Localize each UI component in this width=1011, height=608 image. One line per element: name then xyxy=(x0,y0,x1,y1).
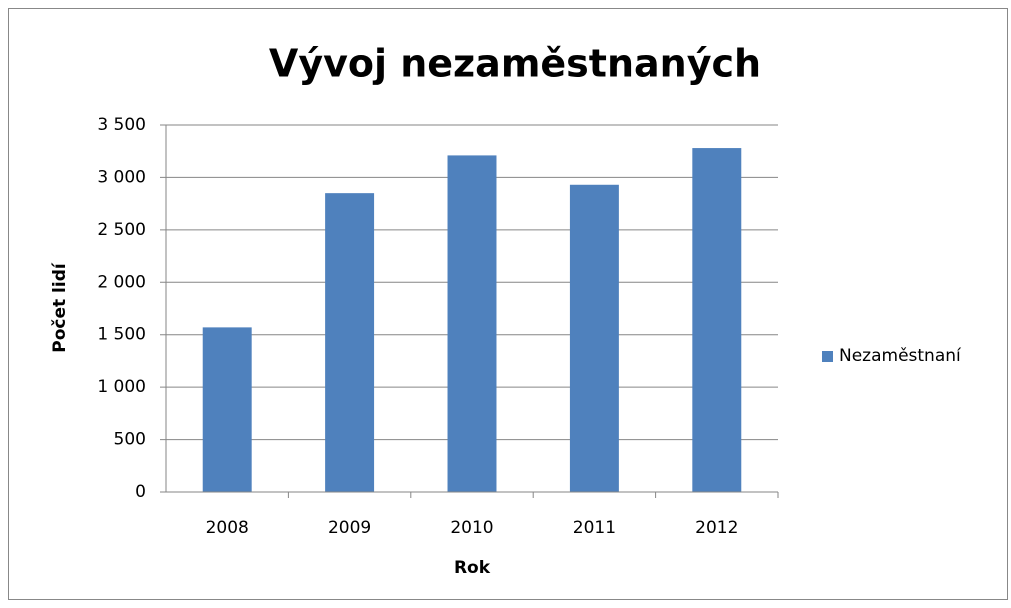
y-axis-title: Počet lidí xyxy=(50,262,70,353)
chart-border xyxy=(8,8,1008,600)
x-tick-label: 2012 xyxy=(695,518,738,538)
bar xyxy=(447,155,497,492)
x-tick-label: 2010 xyxy=(450,518,493,538)
y-tick-label: 1 500 xyxy=(97,325,146,345)
legend-swatch xyxy=(822,351,833,362)
y-tick-label: 1 000 xyxy=(97,377,146,397)
bar xyxy=(325,193,375,492)
x-tick-label: 2009 xyxy=(328,518,371,538)
legend-label: Nezaměstnaní xyxy=(839,346,962,366)
chart-title: Vývoj nezaměstnaných xyxy=(269,42,761,86)
y-tick-label: 3 000 xyxy=(97,167,146,187)
y-tick-label: 500 xyxy=(114,430,146,450)
y-tick-label: 0 xyxy=(135,482,146,502)
x-tick-label: 2011 xyxy=(573,518,616,538)
y-tick-label: 2 000 xyxy=(97,272,146,292)
x-tick-label: 2008 xyxy=(206,518,249,538)
y-tick-label: 3 500 xyxy=(97,115,146,135)
x-axis-title: Rok xyxy=(454,558,491,578)
bar xyxy=(202,327,252,492)
bar xyxy=(692,148,742,492)
bar xyxy=(569,184,619,493)
y-tick-label: 2 500 xyxy=(97,220,146,240)
